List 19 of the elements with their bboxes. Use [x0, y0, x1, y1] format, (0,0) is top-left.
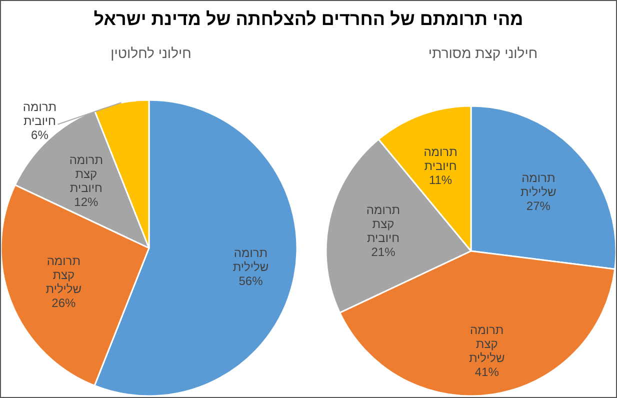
chart-subtitle: חילוני קצת מסורתי [427, 45, 539, 61]
slice-label: תרומה קצת חיובית [68, 153, 104, 196]
slice-label: תרומה חיובית [422, 145, 458, 174]
data-label: 27% [525, 198, 552, 213]
slice-label: תרומה קצת שלילית [468, 323, 506, 366]
data-label: 56% [238, 274, 264, 288]
data-label: 11% [428, 173, 454, 188]
slice-label: תרומה קצת חיובית [365, 203, 402, 246]
slice-label: תרומה חיובית [22, 100, 58, 128]
data-label: 12% [73, 195, 100, 210]
slice-label: תרומה קצת שלילית [44, 254, 83, 296]
slice-label: תרומה שלילית [232, 246, 270, 274]
slice-label: תרומה שלילית [520, 170, 558, 199]
data-label: 26% [50, 296, 77, 310]
data-label: 6% [30, 128, 50, 142]
data-label: 41% [474, 365, 500, 380]
data-label: 21% [370, 245, 396, 260]
chart-title: מהי תרומתם של החרדים להצלחתה של מדינת ישראל [92, 9, 524, 30]
chart-subtitle: חילוני לחלוטין [110, 45, 192, 61]
